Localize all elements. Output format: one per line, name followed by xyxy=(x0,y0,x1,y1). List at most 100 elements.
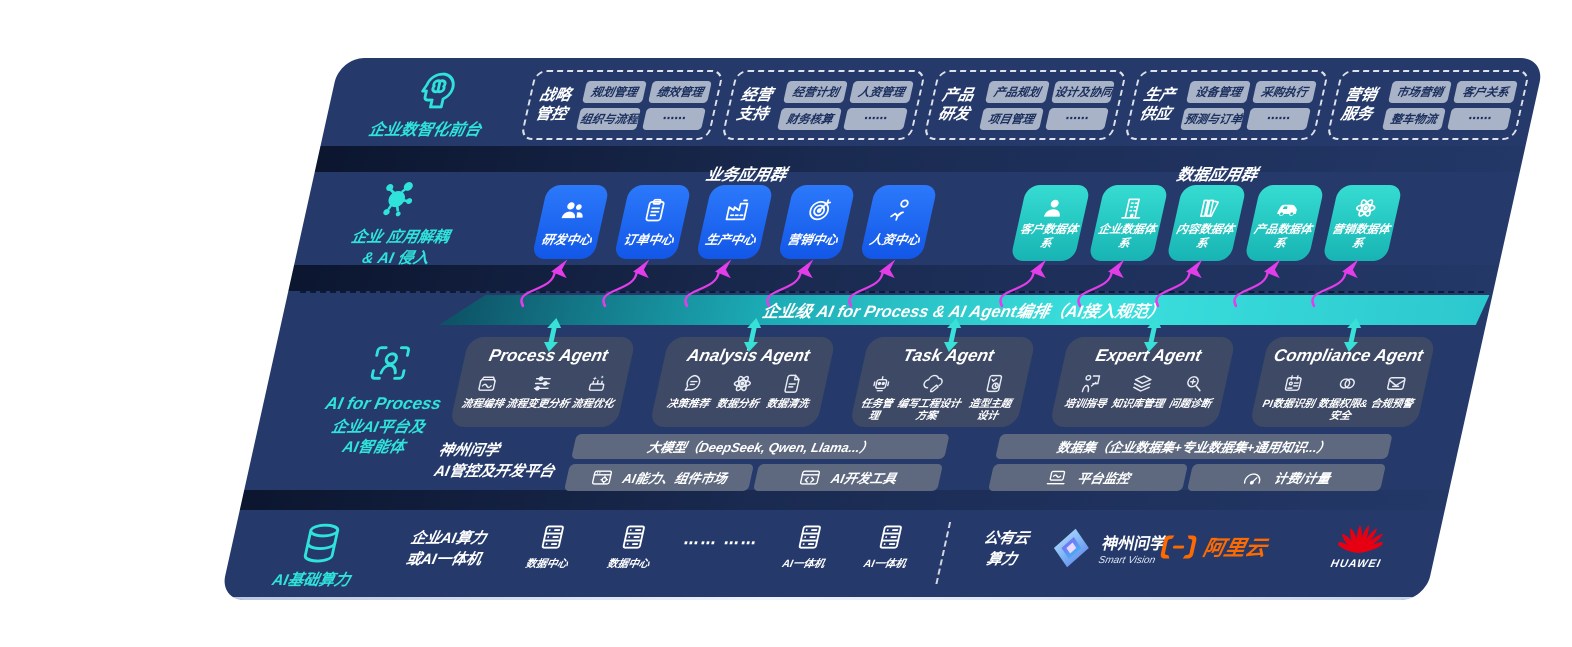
platform-cell: 平台监控 xyxy=(988,464,1188,491)
agent-capability: 流程变更分析 xyxy=(505,372,576,410)
group-name: 生产供应 xyxy=(1137,86,1177,123)
box-wave-icon xyxy=(473,372,501,395)
compute-node: 数据中心 xyxy=(596,522,669,571)
data-app-box: 产品数据体系 xyxy=(1243,185,1325,261)
ai-orchestration-band: 企业级 AI for Process & AI Agent编排（AI接入规范） xyxy=(439,295,1490,325)
sliders-icon xyxy=(528,372,556,395)
agent-card: Compliance Agent PI数据识别 数据权限& 安全 xyxy=(1249,337,1437,427)
diagnose-icon xyxy=(1181,372,1209,395)
business-app-boxes: 研发中心 订单中心 生产中心 营销中心 xyxy=(531,185,938,259)
platform-cell: AI能力、组件市场 xyxy=(564,464,754,491)
server-icon xyxy=(534,522,571,552)
agent-capability: 合规预警 xyxy=(1370,372,1420,410)
car-icon xyxy=(1272,195,1304,221)
agent-name: Process Agent xyxy=(487,346,610,365)
group-chip: ⋯⋯ xyxy=(1044,107,1110,130)
agent-capability: 流程优化 xyxy=(570,372,620,410)
agent-capability: 流程编排 xyxy=(460,372,510,410)
compute-label: 企业AI算力 或AI一体机 xyxy=(404,530,488,568)
group-name: 战略管控 xyxy=(533,86,573,123)
vendor-aliyun: 阿里云 xyxy=(1158,532,1270,562)
vendor-smartvision: 神州问学 Smart Vision xyxy=(1044,526,1170,570)
platform-cell: 计费/计量 xyxy=(1186,464,1386,491)
group-chip: 市场营销 xyxy=(1387,80,1453,103)
capability-label: 流程优化 xyxy=(570,398,616,410)
agent-name: Expert Agent xyxy=(1093,346,1204,365)
front-office-group: 产品研发 产品规划 设计及协同 项目管理 ⋯⋯ xyxy=(922,70,1128,140)
data-app-box: 内容数据体系 xyxy=(1165,185,1247,261)
group-chip: 财务核算 xyxy=(777,107,843,130)
capability-label: 流程编排 xyxy=(460,398,506,410)
group-chip: 组织与流程 xyxy=(576,107,641,130)
id-card-icon xyxy=(1279,372,1307,395)
app-layer-label: 企业 应用解耦 & AI 侵入 xyxy=(349,229,451,267)
vendor-subname: Smart Vision xyxy=(1097,555,1157,566)
agent-card: Expert Agent 培训指导 知识库管理 xyxy=(1049,337,1237,427)
dataset-platform-box: 数据集（企业数据集+专业数据集+通用知识...） 平台监控 计费/计量 xyxy=(987,434,1393,494)
group-chip: 规划管理 xyxy=(582,80,647,103)
business-group-title: 业务应用群 xyxy=(704,167,788,184)
box-label: 产品数据体系 xyxy=(1252,223,1314,250)
business-app-box: 研发中心 xyxy=(531,185,610,259)
capability-label: PI数据识别 xyxy=(1261,398,1316,410)
front-office-group: 战略管控 规划管理 绩效管理 组织与流程 ⋯⋯ xyxy=(519,70,725,140)
layers-icon xyxy=(1128,372,1156,395)
agent-capability: 数据权限& 安全 xyxy=(1314,372,1375,422)
huawei-logo xyxy=(1335,518,1388,558)
cell-label: AI开发工具 xyxy=(829,471,898,486)
diagram-slab: 企业数智化前台 战略管控 规划管理 绩效管理 组织与流程 ⋯⋯ xyxy=(219,58,1545,600)
group-chip: 经营计划 xyxy=(783,80,849,103)
cell-label: 平台监控 xyxy=(1075,471,1132,486)
capability-label: 编写工程设计方案 xyxy=(896,398,962,423)
capability-label: 培训指导 xyxy=(1063,398,1108,410)
agent-card: Analysis Agent 决策推荐 数据分析 xyxy=(649,337,837,427)
aliyun-logo xyxy=(1158,533,1198,561)
agent-capability: 造型主题设计 xyxy=(960,372,1023,422)
agent-capability: 问题诊断 xyxy=(1168,372,1218,410)
window-gear-icon xyxy=(589,467,616,489)
capability-label: 流程变更分析 xyxy=(504,398,571,410)
compute-node: AI一体机 xyxy=(771,522,844,571)
capability-label: 数据权限& 安全 xyxy=(1316,398,1369,423)
vendor-huawei: HUAWEI xyxy=(1322,518,1398,570)
front-office-group: 生产供应 设备管理 采购执行 预测与订单 ⋯⋯ xyxy=(1124,70,1329,140)
box-label: 营销数据体系 xyxy=(1330,223,1392,250)
doc-clean-icon xyxy=(778,372,806,395)
box-label: 客户数据体系 xyxy=(1018,223,1080,250)
group-chip: ⋯⋯ xyxy=(1447,107,1513,130)
tablet-check-icon xyxy=(981,372,1009,395)
laptop-icon xyxy=(1043,467,1070,489)
group-chip: 预测与订单 xyxy=(1180,107,1245,130)
molecule-icon xyxy=(370,178,424,222)
people-icon xyxy=(556,196,590,224)
group-chip: 设计及协同 xyxy=(1050,80,1116,103)
group-chip: 采购执行 xyxy=(1252,80,1317,103)
agent-cards: Process Agent 流程编排 流程变更分析 xyxy=(449,337,1437,427)
robot-icon xyxy=(867,372,895,395)
person-activity-icon xyxy=(884,196,918,224)
agent-capability: 知识库管理 xyxy=(1110,372,1171,410)
capability-label: 数据清洗 xyxy=(765,398,810,410)
agent-capability: 数据清洗 xyxy=(765,372,815,410)
vendor-name: 神州问学 xyxy=(1100,536,1169,553)
node-label: 数据中心 xyxy=(605,558,651,570)
cell-label: 计费/计量 xyxy=(1272,471,1332,486)
agent-name: Task Agent xyxy=(901,346,996,365)
cloud-edit-icon xyxy=(920,372,948,395)
window-code-icon xyxy=(797,467,824,489)
building-icon xyxy=(1116,195,1148,221)
group-chip: 绩效管理 xyxy=(647,80,713,103)
person-icon xyxy=(1038,195,1070,221)
dataset-bar: 数据集（企业数据集+专业数据集+通用知识...） xyxy=(995,434,1393,459)
group-chip: 客户关系 xyxy=(1453,80,1519,103)
target-icon xyxy=(802,196,836,224)
box-label: 人资中心 xyxy=(868,233,922,247)
node-label: AI一体机 xyxy=(862,558,908,570)
mail-alert-icon xyxy=(1382,372,1410,395)
group-chip: ⋯⋯ xyxy=(843,107,908,130)
front-office-groups: 战略管控 规划管理 绩效管理 组织与流程 ⋯⋯ xyxy=(519,70,1531,140)
model-bar: 大模型（DeepSeek, Qwen, Llama...） xyxy=(571,434,950,459)
capability-label: 问题诊断 xyxy=(1167,398,1213,410)
platform-cell: AI开发工具 xyxy=(753,464,943,491)
node-label: 数据中心 xyxy=(524,558,570,570)
